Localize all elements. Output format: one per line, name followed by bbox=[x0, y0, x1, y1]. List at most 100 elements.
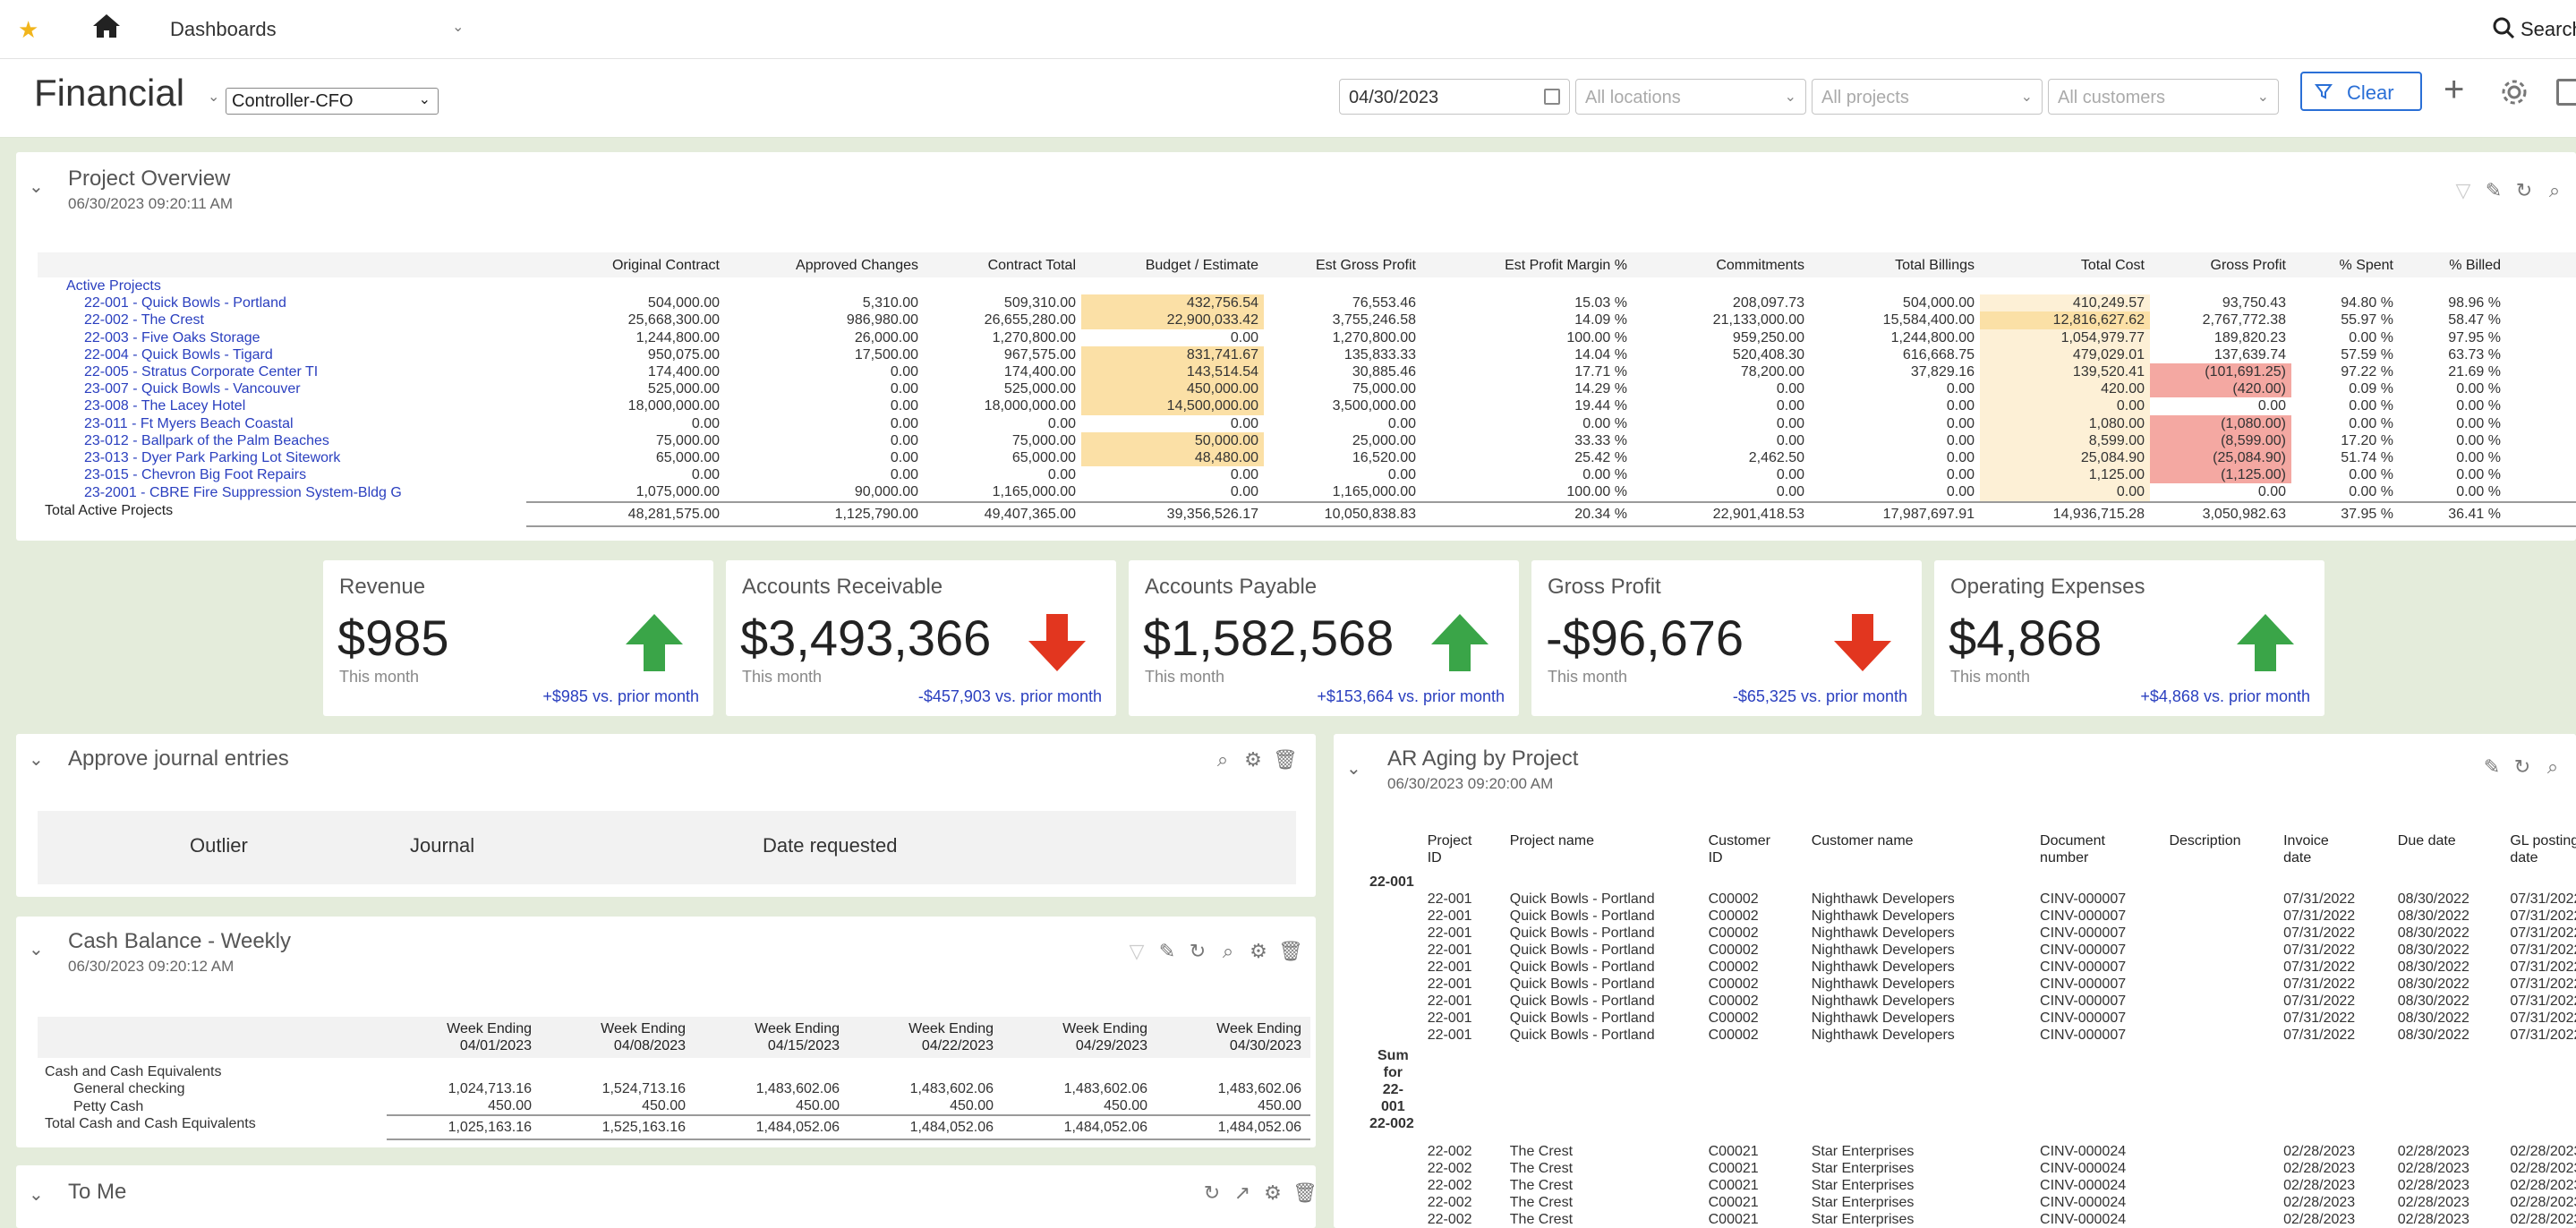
column-header[interactable]: Customer name bbox=[1806, 832, 2034, 874]
kpi-card-accounts-receivable[interactable]: Accounts Receivable $3,493,366 This mont… bbox=[726, 560, 1116, 716]
customers-filter[interactable]: All customers ⌄ bbox=[2048, 79, 2279, 115]
column-header[interactable]: Est Gross Profit bbox=[1315, 257, 1416, 273]
chevron-down-icon[interactable]: ⌄ bbox=[452, 20, 465, 35]
table-cell[interactable]: 78,200.00 bbox=[1740, 364, 1804, 380]
table-cell[interactable]: 22-001 bbox=[1427, 908, 1472, 924]
table-cell[interactable]: 22-002 bbox=[1427, 1195, 1472, 1210]
table-cell[interactable]: 504,000.00 bbox=[1902, 295, 1975, 311]
group-label[interactable]: 22-001 bbox=[1369, 874, 1414, 890]
table-row[interactable]: 23-011 - Ft Myers Beach Coastal 0.00 0.00 0… bbox=[38, 414, 2576, 432]
table-cell[interactable]: 18,000,000.00 bbox=[627, 398, 720, 414]
table-cell[interactable]: 950,075.00 bbox=[647, 346, 720, 362]
table-cell[interactable]: 22-002 bbox=[1427, 1178, 1472, 1193]
table-cell[interactable]: (1,080.00) bbox=[2150, 414, 2291, 432]
table-cell[interactable]: 0.00 bbox=[691, 467, 720, 483]
table-cell[interactable]: 25,084.90 bbox=[1980, 449, 2150, 467]
table-cell[interactable]: 616,668.75 bbox=[1902, 346, 1975, 362]
table-cell[interactable]: 65,000.00 bbox=[655, 450, 720, 466]
locations-filter[interactable]: All locations ⌄ bbox=[1575, 79, 1806, 115]
project-link[interactable]: 22-005 - Stratus Corporate Center TI bbox=[84, 364, 319, 380]
table-row[interactable]: 22-002 The Crest C00021 Star Enterprises CIN… bbox=[1364, 1177, 2576, 1194]
column-header[interactable]: Approved Changes bbox=[796, 257, 918, 273]
collapse-chevron-icon[interactable]: ⌄ bbox=[29, 1185, 44, 1205]
group-label[interactable]: 22-002 bbox=[1369, 1116, 1414, 1131]
table-cell[interactable]: 0.00 bbox=[1776, 484, 1804, 500]
table-row[interactable]: 22-005 - Stratus Corporate Center TI 174,… bbox=[38, 363, 2576, 381]
table-row[interactable]: 23-008 - The Lacey Hotel 18,000,000.00 0.0… bbox=[38, 397, 2576, 415]
project-link[interactable]: 23-008 - The Lacey Hotel bbox=[84, 398, 246, 414]
column-header[interactable]: Profit Margin bbox=[2506, 252, 2576, 277]
table-cell[interactable]: 0.00 bbox=[2257, 398, 2286, 414]
table-cell[interactable]: 1,524,713.16 bbox=[601, 1081, 686, 1096]
table-cell[interactable]: 22-001 bbox=[1427, 925, 1472, 941]
table-row[interactable]: General checking 1,024,713.16 1,524,713.16… bbox=[38, 1080, 1310, 1097]
external-link-icon[interactable]: ↗ bbox=[1233, 1181, 1251, 1204]
column-header[interactable]: Customer ID bbox=[1703, 832, 1806, 874]
column-header[interactable]: Due date bbox=[2393, 832, 2505, 874]
trash-icon[interactable]: 🗑 bbox=[1278, 940, 1303, 962]
table-cell[interactable]: 5,310.00 bbox=[862, 295, 918, 311]
table-row[interactable]: 22-002 The Crest C00021 Star Enterprises CIN… bbox=[1364, 1194, 2576, 1211]
table-cell[interactable]: 2,767,772.38 bbox=[2202, 312, 2286, 328]
table-row[interactable]: 22-001 - Quick Bowls - Portland 504,000.0… bbox=[38, 294, 2576, 312]
search-icon[interactable]: ⌕ bbox=[1216, 748, 1229, 771]
table-cell[interactable]: 0.00 bbox=[1980, 397, 2150, 415]
table-cell[interactable]: 450.00 bbox=[796, 1098, 840, 1113]
column-header[interactable]: Contract Total bbox=[987, 257, 1076, 273]
table-cell[interactable]: 15,584,400.00 bbox=[1882, 312, 1975, 328]
column-header[interactable]: % Spent bbox=[2339, 257, 2393, 273]
table-cell[interactable]: 17,500.00 bbox=[854, 346, 918, 362]
date-field[interactable]: 04/30/2023 bbox=[1339, 79, 1570, 115]
table-cell[interactable]: 0.00 bbox=[1946, 415, 1975, 431]
week-column-header[interactable]: Week Ending 04/22/2023 bbox=[849, 1017, 1002, 1058]
role-select[interactable]: Controller-CFO ⌄ bbox=[226, 88, 439, 115]
table-row[interactable]: 22-002 - The Crest 25,668,300.00 986,980.0… bbox=[38, 311, 2576, 329]
table-row[interactable]: 23-013 - Dyer Park Parking Lot Sitework 6… bbox=[38, 449, 2576, 467]
table-cell[interactable]: (1,125.00) bbox=[2150, 466, 2291, 484]
edit-icon[interactable]: ✎ bbox=[1158, 940, 1176, 962]
table-cell[interactable]: 22-002 bbox=[1427, 1144, 1472, 1159]
table-cell[interactable]: 1,483,602.06 bbox=[1217, 1081, 1301, 1096]
table-cell[interactable]: 986,980.00 bbox=[846, 312, 918, 328]
table-cell[interactable]: 0.00 bbox=[1946, 398, 1975, 414]
table-row[interactable]: 22-001 Quick Bowls - Portland C00002 Nighth… bbox=[1364, 942, 2576, 959]
kpi-card-gross-profit[interactable]: Gross Profit -$96,676 This month -$65,32… bbox=[1531, 560, 1922, 716]
calendar-icon[interactable] bbox=[1544, 89, 1560, 105]
table-cell[interactable]: 174,400.00 bbox=[647, 364, 720, 380]
column-header[interactable]: GL posting date bbox=[2504, 832, 2576, 874]
column-header[interactable]: Commitments bbox=[1716, 257, 1804, 273]
table-cell[interactable]: 37,829.16 bbox=[1910, 364, 1975, 380]
project-link[interactable]: 23-012 - Ballpark of the Palm Beaches bbox=[84, 432, 329, 448]
table-cell[interactable]: 1,054,979.77 bbox=[1980, 328, 2150, 346]
table-cell[interactable]: 479,029.01 bbox=[1980, 345, 2150, 364]
trash-icon[interactable]: 🗑 bbox=[1292, 1181, 1318, 1204]
table-cell[interactable]: 0.00 bbox=[1776, 381, 1804, 397]
table-cell[interactable]: 959,250.00 bbox=[1732, 329, 1804, 345]
project-link[interactable]: 23-2001 - CBRE Fire Suppression System-B… bbox=[84, 484, 402, 500]
table-row[interactable]: 22-002 The Crest C00021 Star Enterprises CIN… bbox=[1364, 1143, 2576, 1160]
table-row[interactable]: 22-002 The Crest C00021 Star Enterprises CIN… bbox=[1364, 1160, 2576, 1177]
dashboards-menu[interactable]: Dashboards bbox=[170, 18, 277, 40]
gear-icon[interactable]: ⚙ bbox=[1244, 748, 1262, 771]
table-cell[interactable]: 0.00 bbox=[890, 364, 918, 380]
table-cell[interactable]: 0.00 bbox=[1946, 467, 1975, 483]
table-cell[interactable]: 0.00 bbox=[1946, 432, 1975, 448]
trash-icon[interactable]: 🗑 bbox=[1273, 748, 1298, 771]
table-cell[interactable]: 0.00 bbox=[1980, 483, 2150, 502]
table-cell[interactable]: 1,080.00 bbox=[1980, 414, 2150, 432]
project-link[interactable]: 22-002 - The Crest bbox=[84, 312, 204, 328]
table-cell[interactable]: 22-002 bbox=[1427, 1161, 1472, 1176]
kpi-card-revenue[interactable]: Revenue $985 This month +$985 vs. prior … bbox=[323, 560, 713, 716]
column-header[interactable]: Project name bbox=[1505, 832, 1703, 874]
collapse-chevron-icon[interactable]: ⌄ bbox=[29, 940, 44, 959]
account-link[interactable]: Petty Cash bbox=[73, 1098, 144, 1114]
table-cell[interactable]: 420.00 bbox=[1980, 380, 2150, 398]
column-header[interactable]: Total Cost bbox=[2080, 257, 2145, 273]
table-cell[interactable]: 12,816,627.62 bbox=[1980, 311, 2150, 329]
kpi-card-accounts-payable[interactable]: Accounts Payable $1,582,568 This month +… bbox=[1129, 560, 1519, 716]
collapse-chevron-icon[interactable]: ⌄ bbox=[29, 177, 44, 197]
table-cell[interactable]: 26,000.00 bbox=[854, 329, 918, 345]
table-cell[interactable]: 22-001 bbox=[1427, 976, 1472, 992]
table-cell[interactable]: 22-002 bbox=[1427, 1212, 1472, 1227]
table-row[interactable]: 23-2001 - CBRE Fire Suppression System-B… bbox=[38, 483, 2576, 502]
